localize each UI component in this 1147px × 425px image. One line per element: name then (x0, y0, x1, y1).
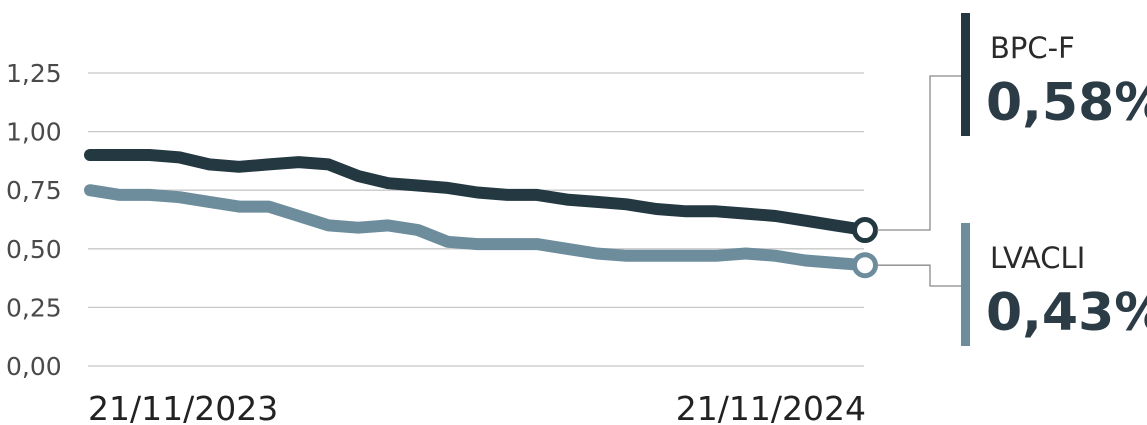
series-line-lvacli (84, 184, 871, 272)
x-axis-date-labels: 21/11/2023 21/11/2024 (88, 389, 866, 425)
y-axis-tick-labels: 0,00 0,25 0,50 0,75 1,00 1,25 (6, 59, 62, 381)
callout-connector (877, 75, 961, 231)
callout-bar (961, 223, 970, 346)
end-marker (852, 217, 878, 244)
callout-series-name: LVACLI (990, 241, 1085, 275)
callout-connector (877, 264, 961, 287)
callouts: BPC-F 0,58% LVACLI 0,43% (961, 13, 1147, 346)
callout-bar (961, 13, 970, 136)
x-date-label: 21/11/2024 (676, 389, 866, 425)
callout-value: 0,58% (986, 73, 1147, 133)
end-marker (852, 252, 878, 279)
y-tick-label: 0,00 (6, 352, 62, 381)
y-tick-label: 0,75 (6, 176, 62, 205)
y-tick-label: 1,00 (6, 118, 62, 147)
y-tick-label: 0,50 (6, 235, 62, 264)
callout-series-name: BPC-F (990, 31, 1075, 65)
series-lines (84, 149, 871, 272)
x-date-label: 21/11/2023 (88, 389, 278, 425)
end-markers (852, 217, 878, 279)
y-tick-label: 0,25 (6, 293, 62, 322)
callout-connectors (877, 75, 961, 287)
callout-value: 0,43% (986, 283, 1147, 343)
y-tick-label: 1,25 (6, 59, 62, 88)
series-line-bpc-f (84, 149, 871, 236)
